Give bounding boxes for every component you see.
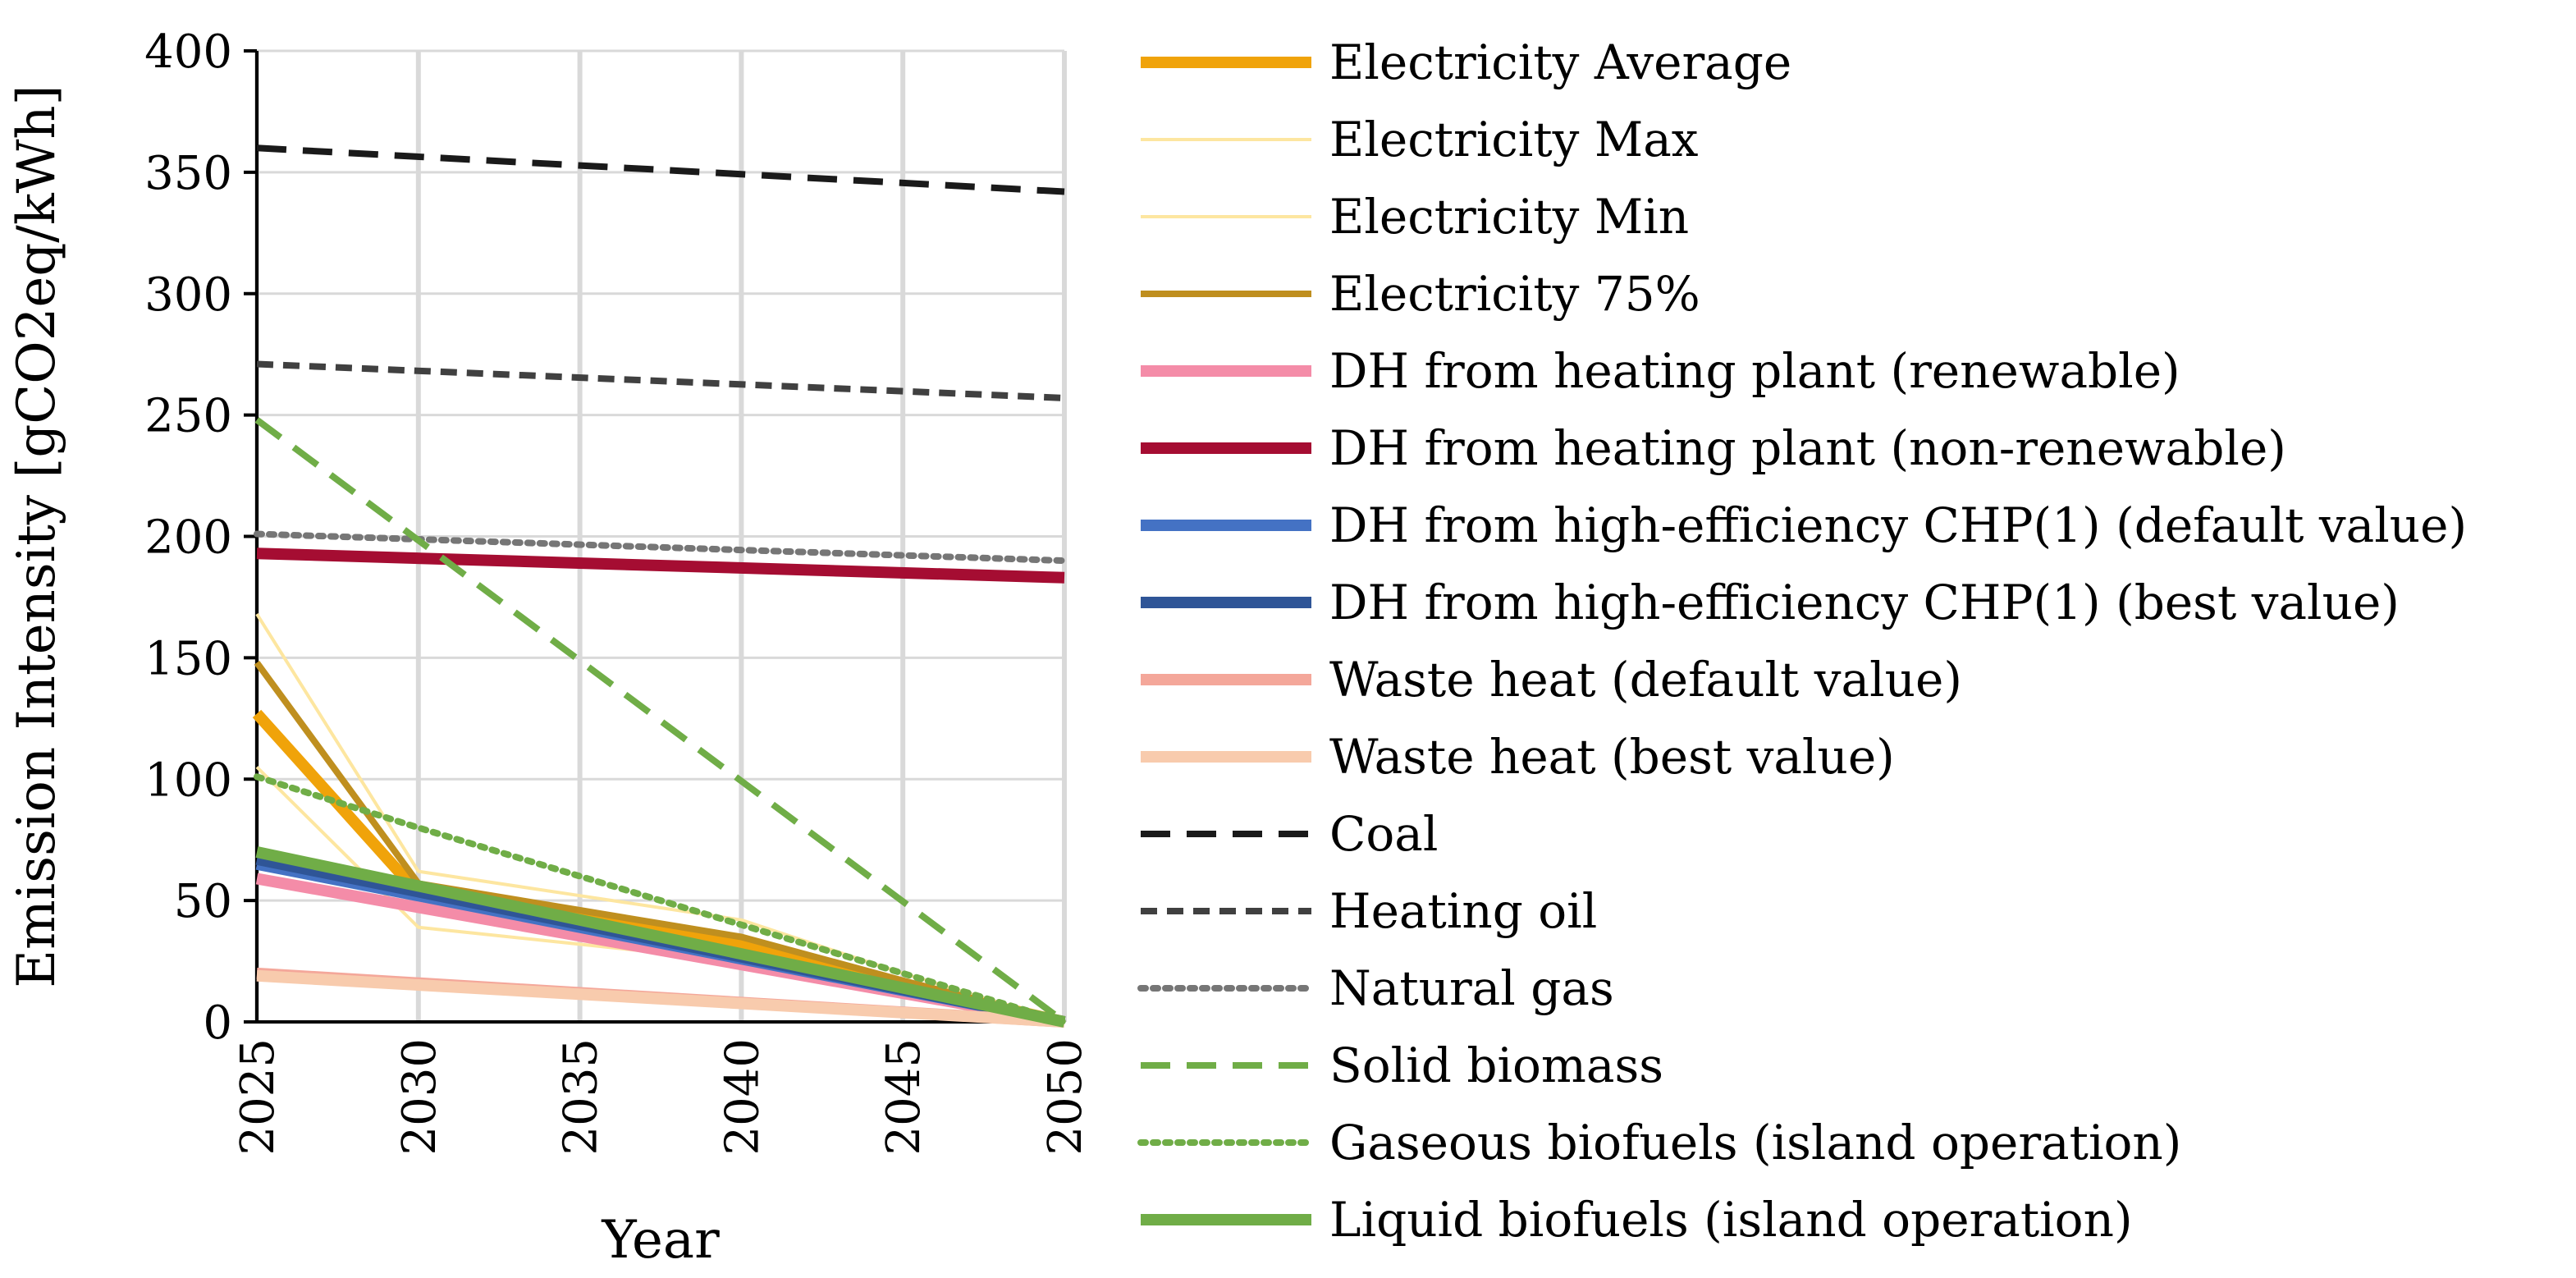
legend-label-5: DH from heating plant (non-renewable): [1329, 420, 2286, 476]
legend-label-14: Gaseous biofuels (island operation): [1329, 1115, 2181, 1170]
series-lines: [252, 144, 1068, 1028]
x-tick-label: 2030: [393, 1038, 446, 1156]
series-line-13: [254, 417, 1067, 1025]
legend-label-12: Natural gas: [1329, 960, 1614, 1016]
y-axis-title: Emission Intensity [gCO2eq/kWh]: [7, 85, 67, 987]
legend-label-7: DH from high-efficiency CHP(1) (best val…: [1329, 575, 2400, 630]
y-tick-label: 350: [144, 147, 232, 200]
y-tick-label: 400: [144, 25, 232, 79]
series-line-11: [256, 360, 1065, 401]
series-line-10: [256, 144, 1065, 195]
legend-label-2: Electricity Min: [1329, 189, 1689, 245]
x-tick-label: 2045: [877, 1038, 931, 1156]
y-tick-label: 150: [144, 632, 232, 685]
y-tick-label: 50: [174, 875, 232, 928]
series-line-5: [256, 547, 1065, 584]
series-line-12: [254, 530, 1068, 565]
legend-label-3: Electricity 75%: [1329, 266, 1700, 322]
legend-label-8: Waste heat (default value): [1329, 652, 1962, 708]
x-tick-label: 2040: [716, 1038, 769, 1156]
legend-label-11: Heating oil: [1329, 883, 1597, 939]
x-tick-label: 2050: [1039, 1038, 1092, 1156]
y-tick-label: 0: [203, 996, 232, 1050]
legend-label-9: Waste heat (best value): [1329, 729, 1895, 785]
legend-label-1: Electricity Max: [1329, 112, 1699, 167]
y-tick-label: 250: [144, 390, 232, 443]
series-line-3: [254, 660, 1065, 1025]
legend: Electricity Average Electricity Max Electr…: [1137, 34, 2467, 1248]
legend-label-0: Electricity Average: [1329, 34, 1791, 90]
legend-label-4: DH from heating plant (renewable): [1329, 343, 2180, 399]
series-line-9: [256, 969, 1065, 1028]
x-axis-title: Year: [601, 1210, 720, 1271]
y-tick-label: 100: [144, 754, 232, 807]
y-tick-label: 300: [144, 268, 232, 322]
legend-label-15: Liquid biofuels (island operation): [1329, 1192, 2133, 1248]
x-tick-label: 2035: [555, 1038, 608, 1156]
series-line-14: [254, 773, 1068, 1025]
legend-label-10: Coal: [1329, 806, 1438, 862]
legend-label-6: DH from high-efficiency CHP(1) (default …: [1329, 497, 2467, 553]
x-tick-label: 2025: [231, 1038, 285, 1156]
y-tick-label: 200: [144, 511, 232, 565]
tick-labels: 0 50 100 150 200 250 300 350 400 2025 2030 2035 2040…: [144, 25, 1092, 1156]
legend-label-13: Solid biomass: [1329, 1038, 1663, 1093]
series-line-15: [255, 846, 1066, 1028]
